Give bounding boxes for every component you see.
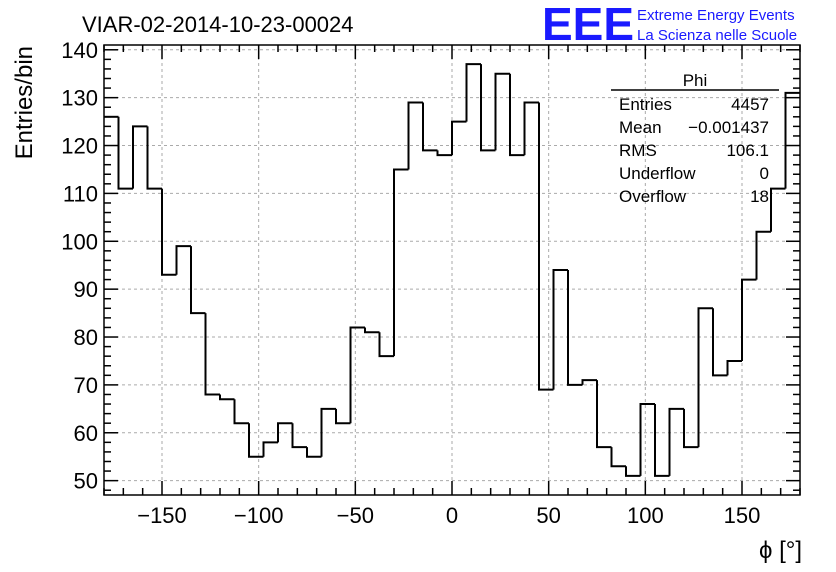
histogram-bin (219, 394, 235, 401)
y-tick-label: 70 (74, 373, 98, 398)
histogram-bin (755, 230, 771, 280)
y-tick-label: 110 (63, 181, 98, 206)
histogram-bin (306, 447, 322, 458)
eee-logo: EEE Extreme Energy Events La Scienza nel… (542, 0, 797, 50)
x-tick-label: 150 (724, 503, 761, 528)
stats-label: Entries (619, 95, 672, 114)
histogram-bin (552, 269, 568, 390)
stats-box: Phi Entries 4457 Mean −0.001437 RMS 106.1 Unde… (611, 71, 779, 206)
eee-logo-line2: La Scienza nelle Scuole (637, 27, 797, 44)
x-tick-label: −100 (234, 503, 284, 528)
histogram-bin (262, 441, 278, 457)
histogram-bin (407, 101, 423, 170)
histogram-bin (335, 408, 351, 425)
page-title: VIAR-02-2014-10-23-00024 (82, 12, 354, 37)
histogram-bin (654, 404, 670, 477)
histogram-bin (741, 278, 757, 361)
histogram-bin (320, 407, 336, 457)
stats-value: 18 (750, 187, 769, 206)
histogram-bin (436, 150, 452, 157)
y-tick-label: 50 (74, 469, 98, 494)
eee-logo-mark: EEE (542, 0, 634, 50)
histogram-bin (451, 120, 467, 156)
histogram-bin (277, 422, 293, 443)
histogram-bin (610, 447, 626, 468)
histogram-bin (393, 168, 409, 357)
histogram-bin (190, 246, 206, 315)
stats-label: Mean (619, 118, 662, 137)
y-tick-label: 90 (74, 277, 98, 302)
histogram-bin (161, 188, 177, 276)
histogram-bin (726, 359, 742, 376)
x-tick-label: −50 (337, 503, 374, 528)
histogram-bin (567, 270, 583, 386)
stats-label: Underflow (619, 164, 696, 183)
histogram-bin (494, 72, 510, 151)
histogram-bin (364, 327, 380, 334)
stats-value: 4457 (731, 95, 769, 114)
eee-logo-line1: Extreme Energy Events (637, 7, 795, 24)
histogram-bin (770, 187, 786, 232)
x-tick-label: 100 (627, 503, 664, 528)
histogram-bin (509, 73, 525, 157)
histogram-bin (132, 125, 148, 189)
x-axis-label: ϕ [°] (759, 537, 802, 564)
x-tick-label: 0 (446, 503, 458, 528)
stats-rows: Entries 4457 Mean −0.001437 RMS 106.1 Underflo… (619, 95, 769, 206)
histogram-bin (378, 332, 394, 358)
stats-value: 0 (760, 164, 769, 183)
histogram-bin (349, 326, 365, 424)
stats-label: RMS (619, 141, 657, 160)
histogram-bin (204, 313, 220, 396)
histogram-bin (175, 245, 191, 275)
grid (104, 45, 800, 495)
y-tick-label: 130 (61, 86, 98, 111)
axis-ticks (103, 45, 801, 495)
histogram-bin (697, 307, 713, 448)
histogram-bin (625, 466, 641, 477)
histogram-bars (104, 63, 800, 477)
histogram-bin (248, 423, 264, 458)
histogram-bin (784, 91, 800, 189)
histogram-bin (668, 407, 684, 476)
stats-title: Phi (683, 71, 708, 90)
x-tick-labels: −150 −100 −50 0 50 100 150 (137, 503, 760, 528)
histogram-bin (538, 102, 554, 391)
histogram-bin (117, 116, 133, 190)
stats-label: Overflow (619, 187, 687, 206)
histogram-bin (233, 399, 249, 425)
histogram-bin (422, 102, 438, 152)
x-tick-label: −150 (137, 503, 187, 528)
y-tick-label: 140 (61, 38, 98, 63)
histogram-bin (291, 423, 307, 449)
y-tick-label: 100 (61, 229, 98, 254)
histogram-bin (639, 403, 655, 476)
histogram-bin (683, 408, 699, 449)
y-tick-label: 120 (61, 134, 98, 159)
histogram-bin (596, 380, 612, 449)
y-tick-labels: 50 60 70 80 90 100 110 120 130 140 (61, 38, 98, 494)
y-axis-label: Entries/bin (11, 46, 38, 159)
histogram-bin (581, 379, 597, 385)
stats-value: 106.1 (726, 141, 769, 160)
stats-value: −0.001437 (688, 118, 769, 137)
histogram-bin (523, 101, 539, 156)
histogram-bin (465, 63, 481, 122)
histogram-bin (146, 126, 162, 190)
histogram-bin (712, 308, 728, 377)
histogram-bin (480, 64, 496, 152)
y-tick-label: 80 (74, 325, 98, 350)
x-tick-label: 50 (536, 503, 560, 528)
y-tick-label: 60 (74, 421, 98, 446)
